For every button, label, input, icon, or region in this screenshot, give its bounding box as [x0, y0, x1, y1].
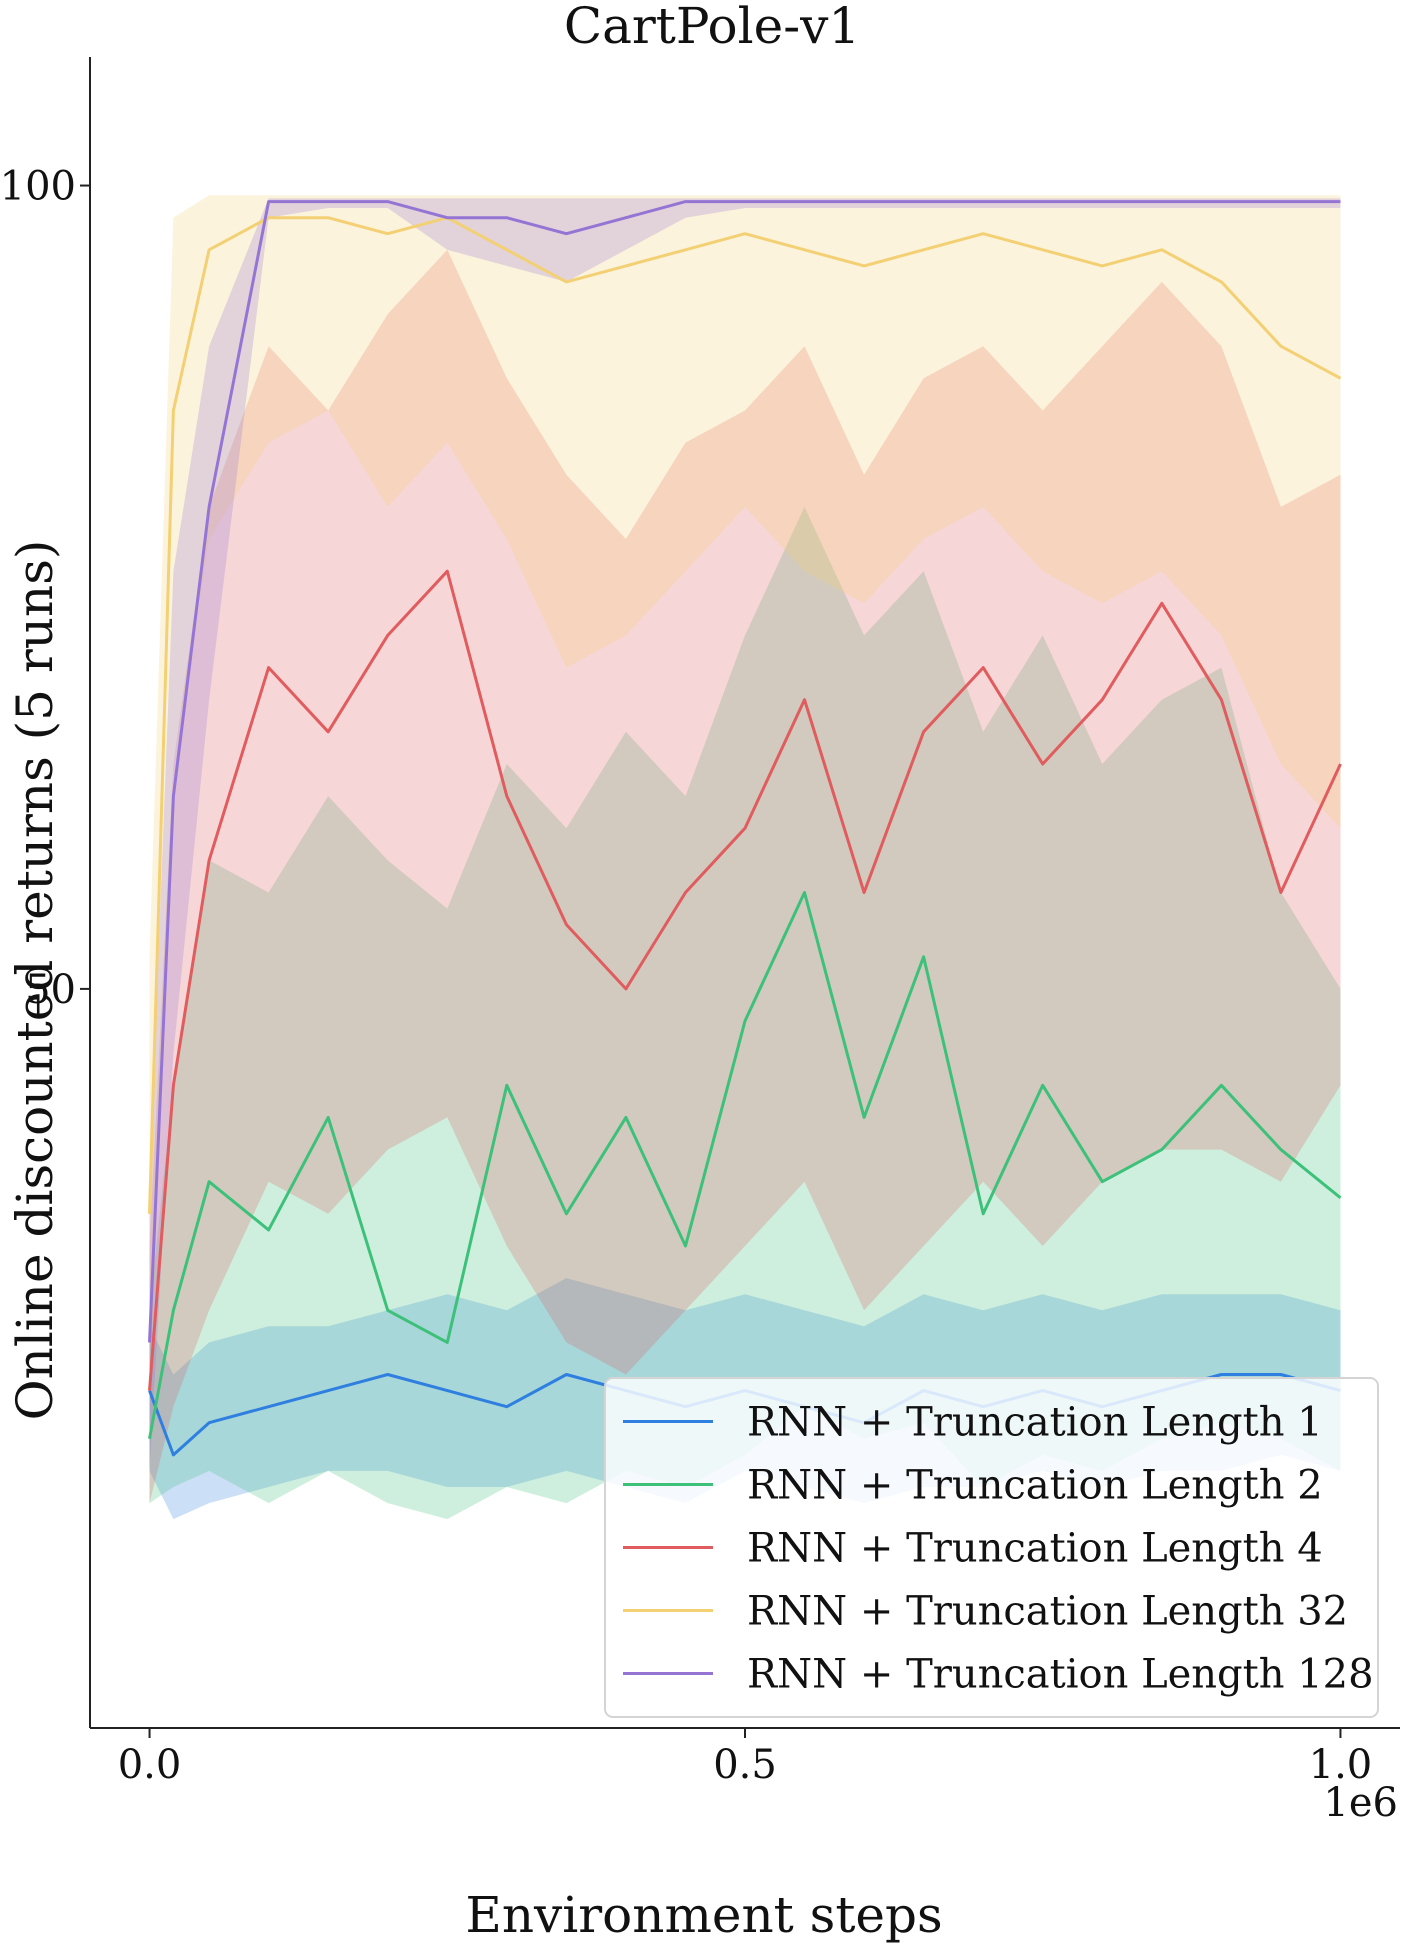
legend-label-rnn-truncation-length-2: RNN + Truncation Length 2 [747, 1463, 1323, 1509]
x-tick-label: 0.5 [713, 1742, 777, 1788]
band-rnn-truncation-length-2 [149, 506, 1341, 1520]
chart-title: CartPole-v1 [564, 0, 860, 55]
legend: RNN + Truncation Length 1 RNN + Truncatio… [604, 1377, 1379, 1718]
legend-box [604, 1377, 1379, 1718]
series-bands [149, 195, 1341, 1520]
x-offset-label: 1e6 [1323, 1780, 1398, 1826]
line-rnn-truncation-length-32 [148, 216, 1342, 1214]
legend-label-rnn-truncation-length-4: RNN + Truncation Length 4 [747, 1526, 1323, 1572]
line-rnn-truncation-length-128 [148, 200, 1341, 1343]
y-ticks: 50 100 [0, 164, 90, 1013]
x-axis-label: Environment steps [465, 1886, 942, 1944]
legend-label-rnn-truncation-length-128: RNN + Truncation Length 128 [747, 1652, 1374, 1698]
y-tick-label: 100 [0, 164, 76, 210]
x-ticks: 0.0 0.5 1.0 [118, 1728, 1373, 1788]
band-rnn-truncation-length-4 [149, 249, 1341, 1504]
y-tick-label: 50 [25, 967, 76, 1013]
band-rnn-truncation-length-32 [149, 195, 1341, 1407]
line-rnn-truncation-length-4 [148, 569, 1342, 1391]
y-axis-label: Online discounted returns (5 runs) [6, 540, 64, 1421]
x-tick-label: 0.0 [118, 1742, 182, 1788]
legend-label-rnn-truncation-length-1: RNN + Truncation Length 1 [747, 1400, 1323, 1446]
legend-label-rnn-truncation-length-32: RNN + Truncation Length 32 [747, 1589, 1348, 1635]
x-tick-label: 1.0 [1309, 1742, 1373, 1788]
line-rnn-truncation-length-2 [148, 891, 1342, 1440]
